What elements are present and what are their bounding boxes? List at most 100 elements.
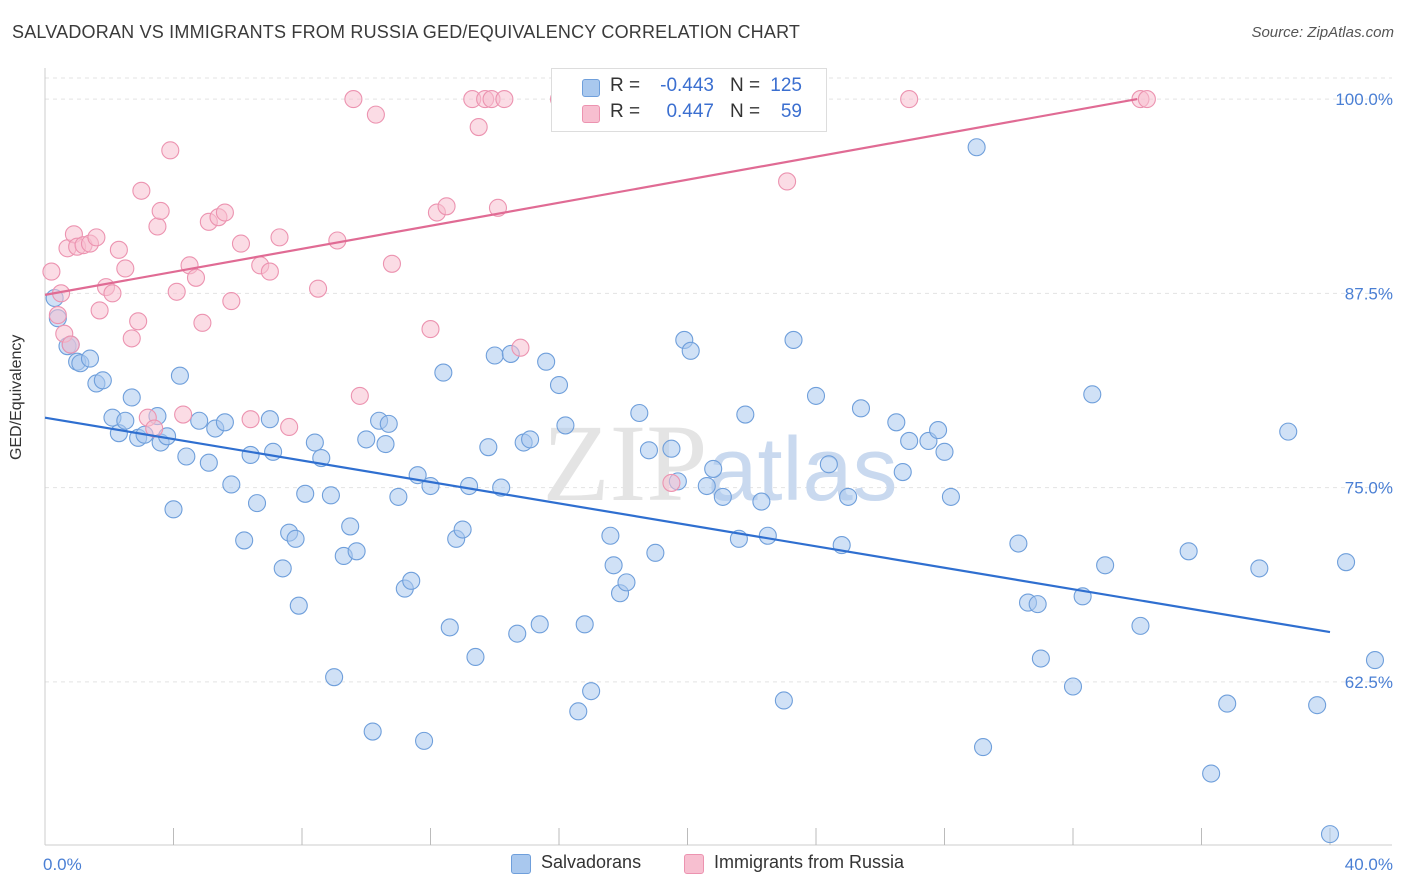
salvadoran-point [1308, 696, 1327, 715]
salvadoran-point [402, 571, 421, 590]
salvadoran-point [630, 403, 649, 423]
salvadoran-point [376, 435, 395, 454]
legend-r-label: R = [610, 101, 641, 122]
salvadoran-point [697, 476, 716, 496]
salvadoran-point [434, 363, 453, 382]
russia-point [270, 228, 289, 247]
salvadoran-point [440, 618, 459, 637]
salvadoran-point [758, 526, 777, 545]
salvadoran-point [530, 615, 549, 634]
salvadoran-point [681, 341, 700, 360]
salvadoran-point [1202, 764, 1221, 783]
salvadoran-point [1279, 422, 1298, 441]
salvadoran-point [1250, 559, 1269, 578]
russia-point [382, 254, 402, 273]
russia-point [350, 386, 369, 405]
russia-point [511, 338, 530, 357]
salvadoran-point [929, 421, 948, 440]
legend-swatch-blue [511, 854, 531, 874]
salvadoran-point [713, 487, 732, 506]
x-tick-label: 0.0% [43, 855, 82, 874]
russia-point [132, 181, 151, 200]
russia-point [161, 141, 180, 160]
y-tick-label: 87.5% [1345, 284, 1393, 303]
salvadoran-point [341, 517, 360, 536]
legend-swatch-pink [684, 854, 704, 874]
salvadoran-point [459, 476, 479, 496]
russia-point [495, 90, 514, 109]
russia-point [151, 201, 170, 221]
russia-point [122, 329, 141, 348]
salvadoran-point [415, 731, 434, 750]
salvadoran-point [289, 596, 308, 615]
russia-point [215, 203, 234, 222]
salvadoran-point [662, 439, 681, 458]
legend-swatch-blue [582, 79, 600, 97]
salvadoran-point [260, 410, 279, 429]
salvadoran-point [190, 411, 209, 430]
legend-n-label: N = [730, 101, 761, 122]
salvadoran-point [222, 475, 241, 494]
legend-label: Immigrants from Russia [714, 852, 905, 872]
salvadoran-point [1083, 385, 1102, 404]
salvadoran-point [784, 330, 803, 350]
salvadoran-point [215, 413, 234, 432]
salvadoran-point [941, 487, 960, 506]
salvadoran-point [479, 438, 498, 457]
salvadoran-point [273, 559, 292, 578]
salvadoran-point [752, 492, 771, 511]
salvadoran-point [321, 486, 340, 505]
salvadoran-point [466, 647, 485, 667]
salvadoran-point [80, 349, 100, 368]
salvadoran-point [1031, 649, 1050, 668]
russia-point [437, 197, 456, 216]
salvadoran-point [774, 691, 793, 710]
source-label: Source: ZipAtlas.com [1251, 24, 1394, 41]
salvadoran-point [379, 414, 398, 433]
salvadoran-point [199, 453, 218, 472]
legend-r-label: R = [610, 75, 641, 96]
russia-point [662, 473, 681, 492]
salvadoran-point [973, 738, 993, 757]
salvadoran-point [1096, 556, 1115, 575]
russia-point [280, 417, 299, 437]
russia-point [469, 118, 488, 137]
russia-points [42, 90, 1156, 492]
chart-title: SALVADORAN VS IMMIGRANTS FROM RUSSIA GED… [12, 22, 801, 42]
salvadoran-point [646, 543, 665, 562]
x-tick-label: 40.0% [1345, 855, 1393, 874]
legend-n-label: N = [730, 75, 761, 96]
salvadoran-point [967, 138, 986, 157]
russia-point [186, 268, 206, 287]
salvadoran-point [736, 405, 755, 424]
salvadoran-point [177, 447, 196, 466]
salvadoran-point [492, 478, 511, 497]
salvadoran-point [839, 487, 858, 506]
russia-point [231, 234, 251, 253]
russia-point [103, 284, 122, 303]
russia-trend-line [44, 97, 1138, 296]
salvadoran-point [363, 722, 382, 741]
russia-point [421, 320, 440, 339]
russia-point [241, 410, 260, 429]
salvadoran-point [241, 445, 260, 464]
legend-swatch-pink [582, 105, 600, 123]
salvadoran-point [485, 346, 504, 365]
russia-point [1137, 90, 1156, 109]
legend-r-value: 0.447 [666, 101, 714, 122]
russia-point [366, 105, 385, 124]
salvadoran-point [1028, 595, 1047, 614]
salvadoran-point [347, 542, 366, 561]
salvadoran-point [893, 462, 912, 482]
salvadoran-point [887, 413, 906, 432]
russia-point [167, 282, 186, 301]
salvadoran-point [508, 624, 527, 643]
russia-point [148, 217, 167, 236]
series-legend: Salvadorans Immigrants from Russia [0, 852, 1406, 876]
legend-n-value: 125 [770, 75, 802, 96]
salvadoran-point [851, 399, 871, 418]
legend-n-value: 59 [780, 101, 802, 122]
russia-point [344, 90, 363, 109]
salvadoran-point [819, 455, 838, 474]
